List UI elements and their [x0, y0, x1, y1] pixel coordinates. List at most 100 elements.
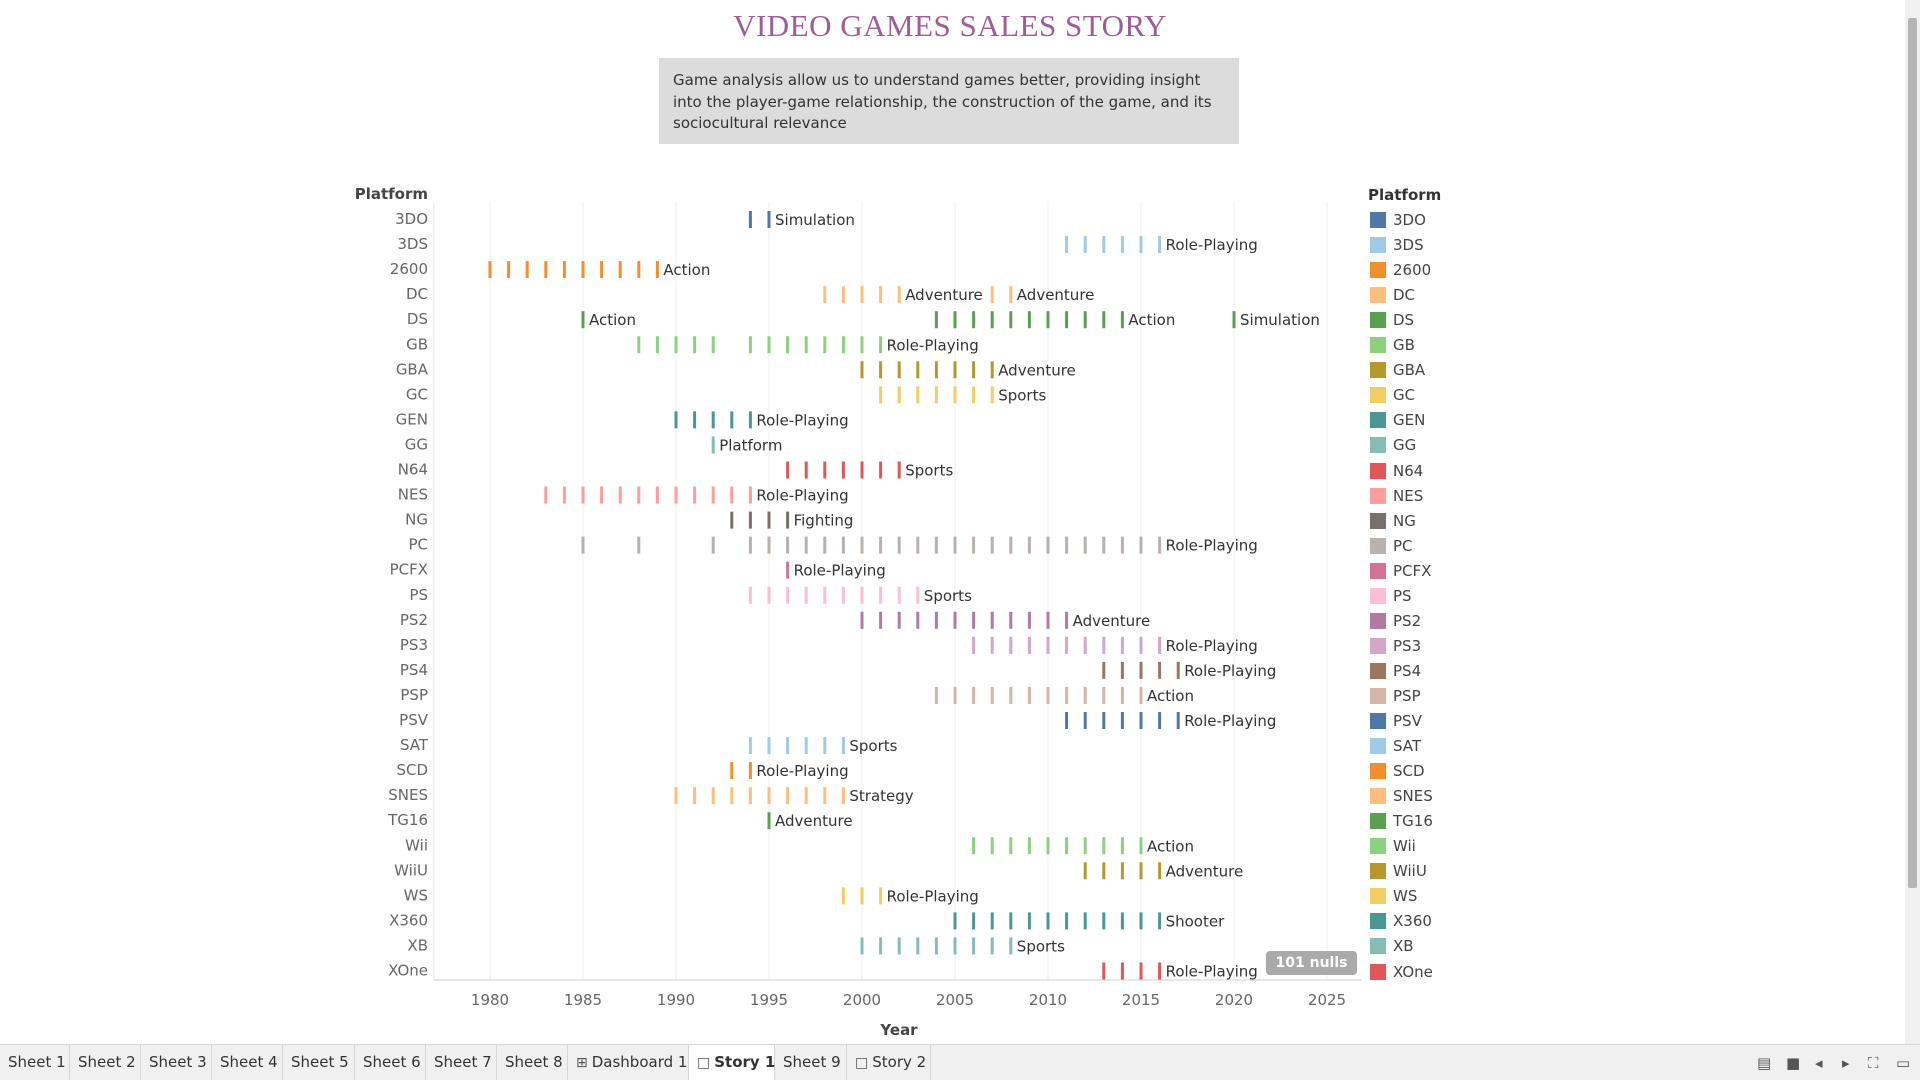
year-tick-mark[interactable]: [748, 211, 752, 228]
year-tick-mark[interactable]: [1083, 712, 1087, 729]
year-tick-mark[interactable]: [1009, 286, 1013, 304]
year-tick-mark[interactable]: [767, 511, 771, 529]
year-tick-mark[interactable]: [972, 636, 976, 654]
legend-item[interactable]: GB: [1370, 335, 1415, 355]
year-tick-mark[interactable]: [1120, 912, 1124, 930]
legend-item[interactable]: Wii: [1370, 836, 1416, 856]
legend-item[interactable]: XB: [1370, 936, 1414, 956]
year-tick-mark[interactable]: [748, 787, 752, 805]
year-tick-mark[interactable]: [1083, 686, 1087, 704]
year-tick-mark[interactable]: [544, 261, 548, 279]
year-tick-mark[interactable]: [972, 686, 976, 704]
legend-item[interactable]: PS4: [1370, 661, 1421, 681]
year-tick-mark[interactable]: [600, 261, 604, 279]
year-tick-mark[interactable]: [1232, 311, 1236, 329]
year-tick-mark[interactable]: [990, 837, 994, 855]
year-tick-mark[interactable]: [1065, 912, 1069, 930]
year-tick-mark[interactable]: [897, 937, 901, 955]
year-tick-mark[interactable]: [1027, 837, 1031, 855]
year-tick-mark[interactable]: [1102, 236, 1106, 254]
year-tick-mark[interactable]: [711, 536, 715, 554]
show-sheets-icon[interactable]: ▤: [1757, 1054, 1772, 1072]
year-tick-mark[interactable]: [879, 386, 883, 404]
year-tick-mark[interactable]: [786, 787, 790, 805]
year-tick-mark[interactable]: [897, 461, 901, 479]
year-tick-mark[interactable]: [1139, 636, 1143, 654]
year-tick-mark[interactable]: [1120, 661, 1124, 679]
year-tick-mark[interactable]: [1102, 962, 1106, 980]
year-tick-mark[interactable]: [730, 511, 734, 529]
year-tick-mark[interactable]: [693, 411, 697, 429]
sheet-tab[interactable]: Sheet 3: [141, 1045, 212, 1080]
year-tick-mark[interactable]: [823, 536, 827, 554]
year-tick-mark[interactable]: [841, 787, 845, 805]
year-tick-mark[interactable]: [711, 486, 715, 504]
year-tick-mark[interactable]: [1176, 661, 1180, 679]
year-tick-mark[interactable]: [711, 787, 715, 805]
year-tick-mark[interactable]: [823, 737, 827, 755]
year-tick-mark[interactable]: [786, 561, 790, 579]
legend-item[interactable]: GBA: [1370, 360, 1425, 380]
year-tick-mark[interactable]: [618, 486, 622, 504]
year-tick-mark[interactable]: [730, 787, 734, 805]
year-tick-mark[interactable]: [804, 536, 808, 554]
year-tick-mark[interactable]: [1027, 311, 1031, 329]
year-tick-mark[interactable]: [1027, 686, 1031, 704]
year-tick-mark[interactable]: [581, 261, 585, 279]
year-tick-mark[interactable]: [953, 536, 957, 554]
year-tick-mark[interactable]: [655, 486, 659, 504]
legend-item[interactable]: PS3: [1370, 636, 1421, 656]
year-tick-mark[interactable]: [841, 536, 845, 554]
year-tick-mark[interactable]: [879, 586, 883, 604]
legend-item[interactable]: 2600: [1370, 260, 1431, 280]
year-tick-mark[interactable]: [1009, 912, 1013, 930]
year-tick-mark[interactable]: [1065, 236, 1069, 254]
sheet-tab[interactable]: Sheet 5: [283, 1045, 355, 1080]
year-tick-mark[interactable]: [600, 486, 604, 504]
year-tick-mark[interactable]: [488, 261, 492, 279]
year-tick-mark[interactable]: [1120, 862, 1124, 880]
year-tick-mark[interactable]: [916, 361, 920, 379]
year-tick-mark[interactable]: [786, 336, 790, 354]
legend-item[interactable]: X360: [1370, 911, 1432, 931]
year-tick-mark[interactable]: [1158, 712, 1162, 729]
year-tick-mark[interactable]: [1046, 636, 1050, 654]
year-tick-mark[interactable]: [1158, 962, 1162, 980]
year-tick-mark[interactable]: [1158, 862, 1162, 880]
year-tick-mark[interactable]: [953, 686, 957, 704]
year-tick-mark[interactable]: [748, 511, 752, 529]
year-tick-mark[interactable]: [562, 486, 566, 504]
year-tick-mark[interactable]: [655, 261, 659, 279]
year-tick-mark[interactable]: [1102, 862, 1106, 880]
legend-item[interactable]: SNES: [1370, 786, 1433, 806]
year-tick-mark[interactable]: [1102, 661, 1106, 679]
year-tick-mark[interactable]: [786, 511, 790, 529]
year-tick-mark[interactable]: [1046, 912, 1050, 930]
year-tick-mark[interactable]: [1046, 536, 1050, 554]
year-tick-mark[interactable]: [748, 486, 752, 504]
year-tick-mark[interactable]: [674, 486, 678, 504]
year-tick-mark[interactable]: [748, 411, 752, 429]
year-tick-mark[interactable]: [1102, 712, 1106, 729]
legend-item[interactable]: PS: [1370, 586, 1412, 606]
year-tick-mark[interactable]: [1120, 712, 1124, 729]
legend-item[interactable]: PCFX: [1370, 561, 1431, 581]
year-tick-mark[interactable]: [972, 536, 976, 554]
year-tick-mark[interactable]: [972, 361, 976, 379]
year-tick-mark[interactable]: [804, 586, 808, 604]
filmstrip-icon[interactable]: ■: [1786, 1054, 1801, 1072]
year-tick-mark[interactable]: [786, 461, 790, 479]
year-tick-mark[interactable]: [934, 937, 938, 955]
year-tick-mark[interactable]: [897, 611, 901, 629]
year-tick-mark[interactable]: [693, 486, 697, 504]
year-tick-mark[interactable]: [1120, 962, 1124, 980]
year-tick-mark[interactable]: [1027, 536, 1031, 554]
year-tick-mark[interactable]: [1083, 636, 1087, 654]
year-tick-mark[interactable]: [823, 286, 827, 304]
legend-item[interactable]: PSP: [1370, 686, 1421, 706]
year-tick-mark[interactable]: [990, 611, 994, 629]
year-tick-mark[interactable]: [841, 286, 845, 304]
legend-item[interactable]: 3DO: [1370, 210, 1426, 230]
legend-item[interactable]: 3DS: [1370, 235, 1424, 255]
year-tick-mark[interactable]: [544, 486, 548, 504]
